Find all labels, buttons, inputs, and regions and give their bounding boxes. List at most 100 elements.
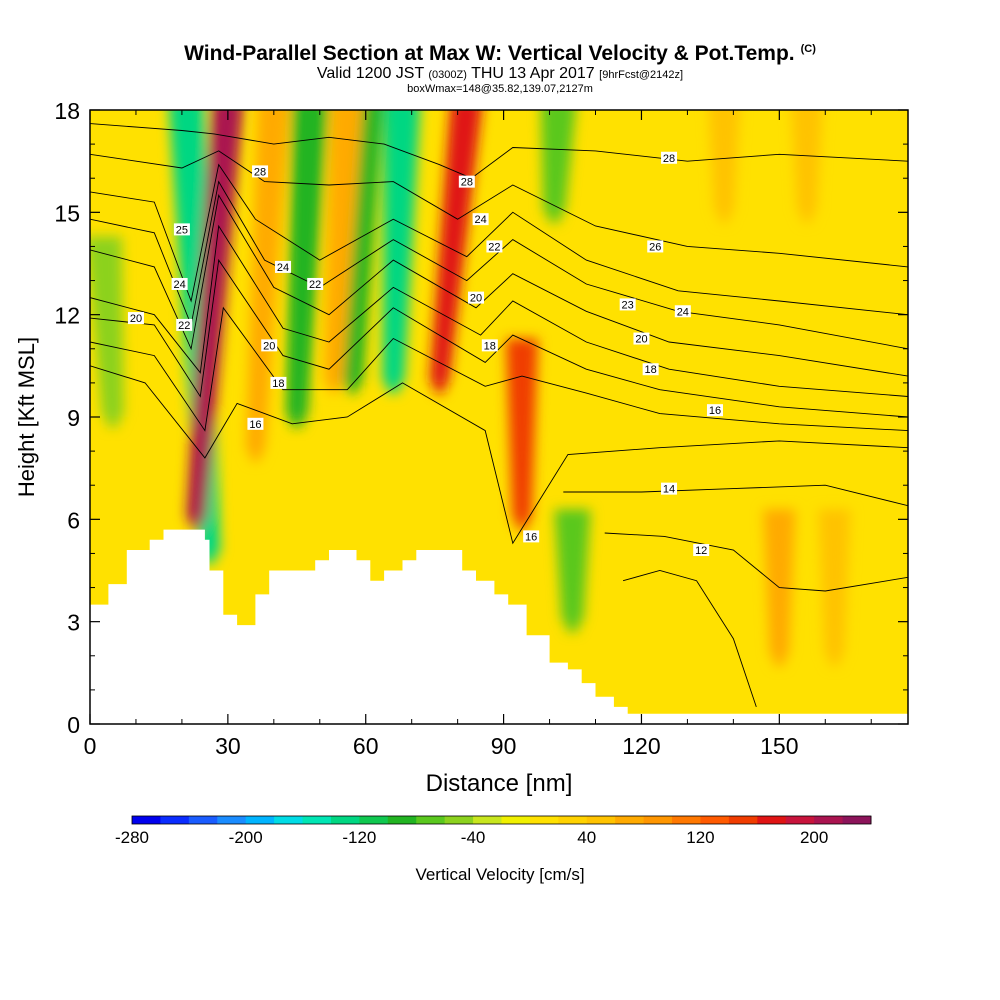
contour-label-bg-16 — [661, 151, 678, 164]
colorbar-swatch-17 — [615, 816, 645, 824]
colorbar-swatch-22 — [757, 816, 787, 824]
contour-label-1: 25 — [176, 224, 188, 236]
y-tick-label-3: 3 — [67, 610, 80, 636]
contour-labels: 28 25 24 22 20 24 22 20 18 16 28 24 22 20 18 16 28 26 23 24… — [127, 151, 723, 557]
colorbar-swatch-13 — [501, 816, 531, 824]
contour-label-0: 28 — [254, 166, 266, 178]
valid-prefix: Valid 1200 JST — [316, 65, 424, 82]
colorbar-tick--40: -40 — [461, 828, 486, 847]
colorbar-swatch-0 — [132, 816, 161, 824]
title-block: Wind-Parallel Section at Max W: Vertical… — [0, 38, 1000, 96]
y-axis-label: Height [Kft MSL] — [14, 337, 39, 497]
colorbar-swatch-2 — [188, 816, 218, 824]
contour-label-12: 22 — [488, 241, 500, 253]
contour-label-9: 16 — [249, 419, 261, 431]
chart-title: Wind-Parallel Section at Max W: Vertical… — [0, 38, 1000, 65]
colorbar-swatch-8 — [359, 816, 389, 824]
isentrope-16-8 — [90, 365, 908, 545]
x-tick-label-60: 60 — [353, 733, 379, 759]
updraft-2-core — [513, 338, 531, 530]
x-tick-label-30: 30 — [215, 733, 241, 759]
x-axis-label: Distance [nm] — [426, 770, 573, 797]
contour-label-bg-9 — [247, 417, 264, 430]
updraft-0-core — [190, 110, 236, 530]
contour-label-bg-5 — [275, 260, 292, 273]
valid-date: THU 13 Apr 2017 — [471, 65, 595, 82]
potential-temperature-contours — [90, 123, 908, 708]
contour-label-bg-15 — [523, 530, 540, 543]
colorbar-swatch-12 — [473, 816, 502, 824]
x-tick-label-90: 90 — [491, 733, 517, 759]
colorbar-swatch-18 — [643, 816, 673, 824]
isentrope-20-6 — [90, 258, 908, 418]
updraft-6-core — [825, 509, 844, 666]
contour-label-23: 14 — [663, 484, 675, 496]
contour-label-16: 28 — [663, 153, 675, 165]
contour-label-5: 24 — [277, 262, 289, 274]
terrain — [90, 529, 908, 724]
contour-label-13: 20 — [470, 293, 482, 305]
updraft-4-core — [328, 110, 356, 393]
contour-label-14: 18 — [484, 340, 496, 352]
contour-label-bg-22 — [706, 404, 723, 417]
contour-label-bg-24 — [693, 544, 710, 557]
colorbar-swatch-7 — [330, 816, 360, 824]
colorbar-swatch-5 — [274, 816, 304, 824]
y-tick-label-18: 18 — [54, 98, 80, 124]
colorbar-label: Vertical Velocity [cm/s] — [415, 865, 584, 884]
contour-label-11: 24 — [474, 214, 486, 226]
contour-label-8: 18 — [272, 378, 284, 390]
terrain-mask — [90, 529, 908, 724]
colorbar: -280 -200 -120 -40 40 120 200 — [115, 815, 872, 847]
isentrope-18-7 — [90, 306, 908, 432]
valid-utc: (0300Z) — [428, 69, 467, 81]
colorbar-swatch-25 — [842, 816, 872, 824]
colorbar-swatch-20 — [700, 816, 730, 824]
contour-label-bg-3 — [176, 318, 193, 331]
contour-label-bg-14 — [481, 339, 498, 352]
colorbar-frame — [131, 815, 872, 825]
chart-title-text: Wind-Parallel Section at Max W: Vertical… — [184, 42, 795, 65]
isentrope-10-11 — [622, 570, 757, 708]
colorbar-swatch-4 — [245, 816, 275, 824]
colorbar-swatch-10 — [416, 816, 446, 824]
y-tick-label-12: 12 — [54, 303, 80, 329]
isentrope-25-2 — [90, 163, 908, 316]
downdraft-2-core — [290, 110, 320, 427]
updraft-3-core — [250, 110, 283, 462]
y-tick-label-6: 6 — [67, 507, 80, 533]
contour-label-bg-12 — [486, 240, 503, 253]
colorbar-tick--280: -280 — [115, 828, 149, 847]
contour-label-4: 20 — [130, 313, 142, 325]
contour-label-bg-21 — [642, 363, 659, 376]
y-tick-label-0: 0 — [67, 712, 80, 738]
contour-label-bg-23 — [661, 482, 678, 495]
colorbar-tick--200: -200 — [229, 828, 263, 847]
colorbar-swatch-1 — [160, 816, 190, 824]
y-tick-label-9: 9 — [67, 405, 80, 431]
contour-label-bg-18 — [619, 298, 636, 311]
colorbar-swatch-3 — [217, 816, 247, 824]
contour-label-bg-13 — [468, 291, 485, 304]
colorbar-swatch-9 — [387, 816, 417, 824]
contour-label-7: 20 — [263, 340, 275, 352]
contour-label-bg-6 — [307, 277, 324, 290]
colorbar-swatch-14 — [529, 816, 559, 824]
downdraft-1-core — [387, 110, 412, 393]
downdraft-4-core — [548, 110, 568, 223]
box-info: boxWmax=148@35.82,139.07,2127m — [407, 83, 593, 95]
colorbar-tick-120: 120 — [686, 828, 714, 847]
colorbar-tick-40: 40 — [577, 828, 596, 847]
contour-label-bg-20 — [633, 332, 650, 345]
colorbar-swatch-21 — [728, 816, 758, 824]
updraft-8-core — [798, 110, 816, 223]
contour-label-bg-8 — [270, 376, 287, 389]
contour-label-bg-0 — [252, 165, 269, 178]
colorbar-swatch-19 — [672, 816, 701, 824]
contour-label-19: 24 — [677, 306, 689, 318]
isentrope-26-1 — [90, 150, 908, 268]
updraft-7-core — [715, 110, 733, 223]
colorbar-swatch-6 — [302, 816, 332, 824]
colorbar-swatch-15 — [558, 816, 588, 824]
